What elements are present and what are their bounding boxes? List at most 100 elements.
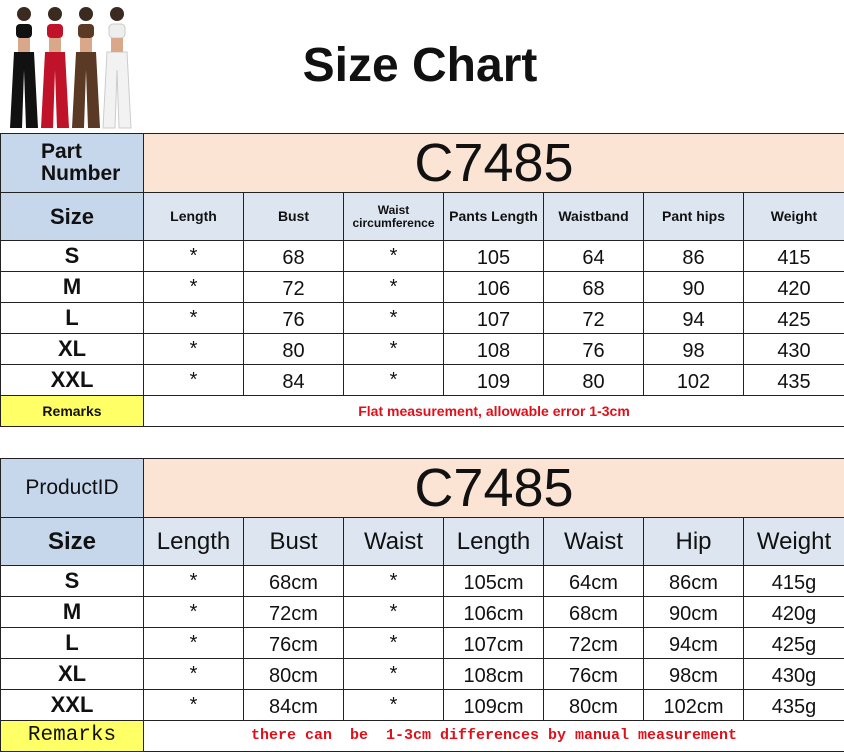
remarks-text: Flat measurement, allowable error 1-3cm: [143, 395, 844, 427]
measurement: *: [343, 271, 444, 303]
measurement: *: [143, 689, 244, 721]
measurement: 80cm: [243, 658, 344, 690]
measurement: 430: [743, 333, 844, 365]
measurement: 108cm: [443, 658, 544, 690]
measurement: 72: [543, 302, 644, 334]
column-header: Bust: [243, 192, 344, 241]
measurement: 415: [743, 240, 844, 272]
measurement: *: [343, 689, 444, 721]
column-header: Length: [443, 517, 544, 566]
measurement: 425: [743, 302, 844, 334]
measurement: 90: [643, 271, 744, 303]
column-header: Length: [143, 192, 244, 241]
column-header: Weight: [743, 192, 844, 241]
remarks-label: Remarks: [0, 395, 144, 427]
measurement: *: [143, 565, 244, 597]
id-label: ProductID: [0, 458, 144, 518]
measurement: 425g: [743, 627, 844, 659]
measurement: *: [143, 658, 244, 690]
size-label: S: [0, 565, 144, 597]
measurement: 68: [243, 240, 344, 272]
measurement: *: [343, 240, 444, 272]
column-header: Waistband: [543, 192, 644, 241]
measurement: 102cm: [643, 689, 744, 721]
page-title: Size Chart: [302, 39, 538, 92]
measurement: 435g: [743, 689, 844, 721]
model-figures: [10, 7, 132, 129]
measurement: 106cm: [443, 596, 544, 628]
size-label: L: [0, 627, 144, 659]
product-code: C7485: [143, 133, 844, 193]
measurement: 76: [243, 302, 344, 334]
measurement: *: [343, 596, 444, 628]
column-header: Pants Length: [443, 192, 544, 241]
measurement: 109: [443, 364, 544, 396]
size-label: L: [0, 302, 144, 334]
size-header: Size: [0, 192, 144, 241]
column-header: Waist circumference: [343, 192, 444, 241]
column-header: Weight: [743, 517, 844, 566]
size-label: XL: [0, 658, 144, 690]
column-header: Hip: [643, 517, 744, 566]
measurement: 107: [443, 302, 544, 334]
measurement: *: [343, 364, 444, 396]
size-label: M: [0, 596, 144, 628]
id-label: Part Number: [0, 133, 144, 193]
measurement: *: [343, 658, 444, 690]
measurement: 86cm: [643, 565, 744, 597]
measurement: 80cm: [543, 689, 644, 721]
measurement: 64cm: [543, 565, 644, 597]
measurement: 105cm: [443, 565, 544, 597]
column-header: Bust: [243, 517, 344, 566]
size-label: S: [0, 240, 144, 272]
measurement: *: [143, 627, 244, 659]
measurement: *: [143, 364, 244, 396]
measurement: *: [343, 565, 444, 597]
measurement: 64: [543, 240, 644, 272]
measurement: 94: [643, 302, 744, 334]
column-header: Waist: [343, 517, 444, 566]
measurement: 90cm: [643, 596, 744, 628]
measurement: 420: [743, 271, 844, 303]
measurement: *: [143, 302, 244, 334]
measurement: 106: [443, 271, 544, 303]
measurement: 430g: [743, 658, 844, 690]
measurement: 420g: [743, 596, 844, 628]
measurement: 415g: [743, 565, 844, 597]
product-code: C7485: [143, 458, 844, 518]
measurement: 80: [543, 364, 644, 396]
measurement: 72cm: [243, 596, 344, 628]
product-photo: [0, 0, 140, 133]
measurement: 76: [543, 333, 644, 365]
column-header: Length: [143, 517, 244, 566]
measurement: *: [343, 302, 444, 334]
measurement: 68cm: [243, 565, 344, 597]
remarks-text: there can be 1-3cm differences by manual…: [143, 720, 844, 752]
measurement: 435: [743, 364, 844, 396]
measurement: 84: [243, 364, 344, 396]
measurement: *: [343, 627, 444, 659]
measurement: 68: [543, 271, 644, 303]
size-label: XXL: [0, 364, 144, 396]
measurement: 102: [643, 364, 744, 396]
measurement: 76cm: [543, 658, 644, 690]
measurement: *: [143, 333, 244, 365]
column-header: Waist: [543, 517, 644, 566]
measurement: 98cm: [643, 658, 744, 690]
measurement: *: [343, 333, 444, 365]
size-label: M: [0, 271, 144, 303]
measurement: 98: [643, 333, 744, 365]
measurement: *: [143, 271, 244, 303]
size-label: XXL: [0, 689, 144, 721]
measurement: 108: [443, 333, 544, 365]
measurement: 84cm: [243, 689, 344, 721]
measurement: *: [143, 240, 244, 272]
measurement: 68cm: [543, 596, 644, 628]
size-header: Size: [0, 517, 144, 566]
measurement: *: [143, 596, 244, 628]
column-header: Pant hips: [643, 192, 744, 241]
measurement: 76cm: [243, 627, 344, 659]
measurement: 107cm: [443, 627, 544, 659]
measurement: 72: [243, 271, 344, 303]
